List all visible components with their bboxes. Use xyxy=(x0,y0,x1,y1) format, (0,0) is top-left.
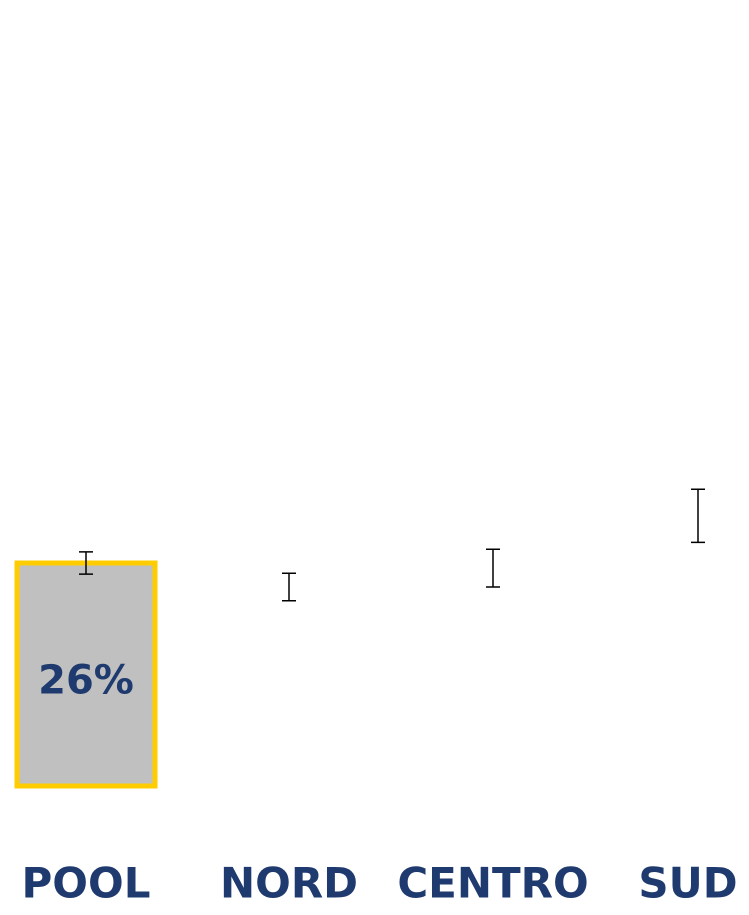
value-label: 26% xyxy=(38,658,134,704)
x-tick-label: CENTRO xyxy=(397,859,588,908)
bar xyxy=(14,560,158,789)
x-tick-label: SUD xyxy=(638,859,737,908)
bar xyxy=(626,513,749,789)
bar xyxy=(421,565,565,789)
error-bar xyxy=(79,551,93,575)
error-bar xyxy=(282,572,296,602)
x-tick-label: NORD xyxy=(220,859,358,908)
error-bar xyxy=(486,548,500,588)
bar xyxy=(217,584,361,789)
error-bar xyxy=(691,488,705,544)
x-tick-label: POOL xyxy=(22,859,151,908)
